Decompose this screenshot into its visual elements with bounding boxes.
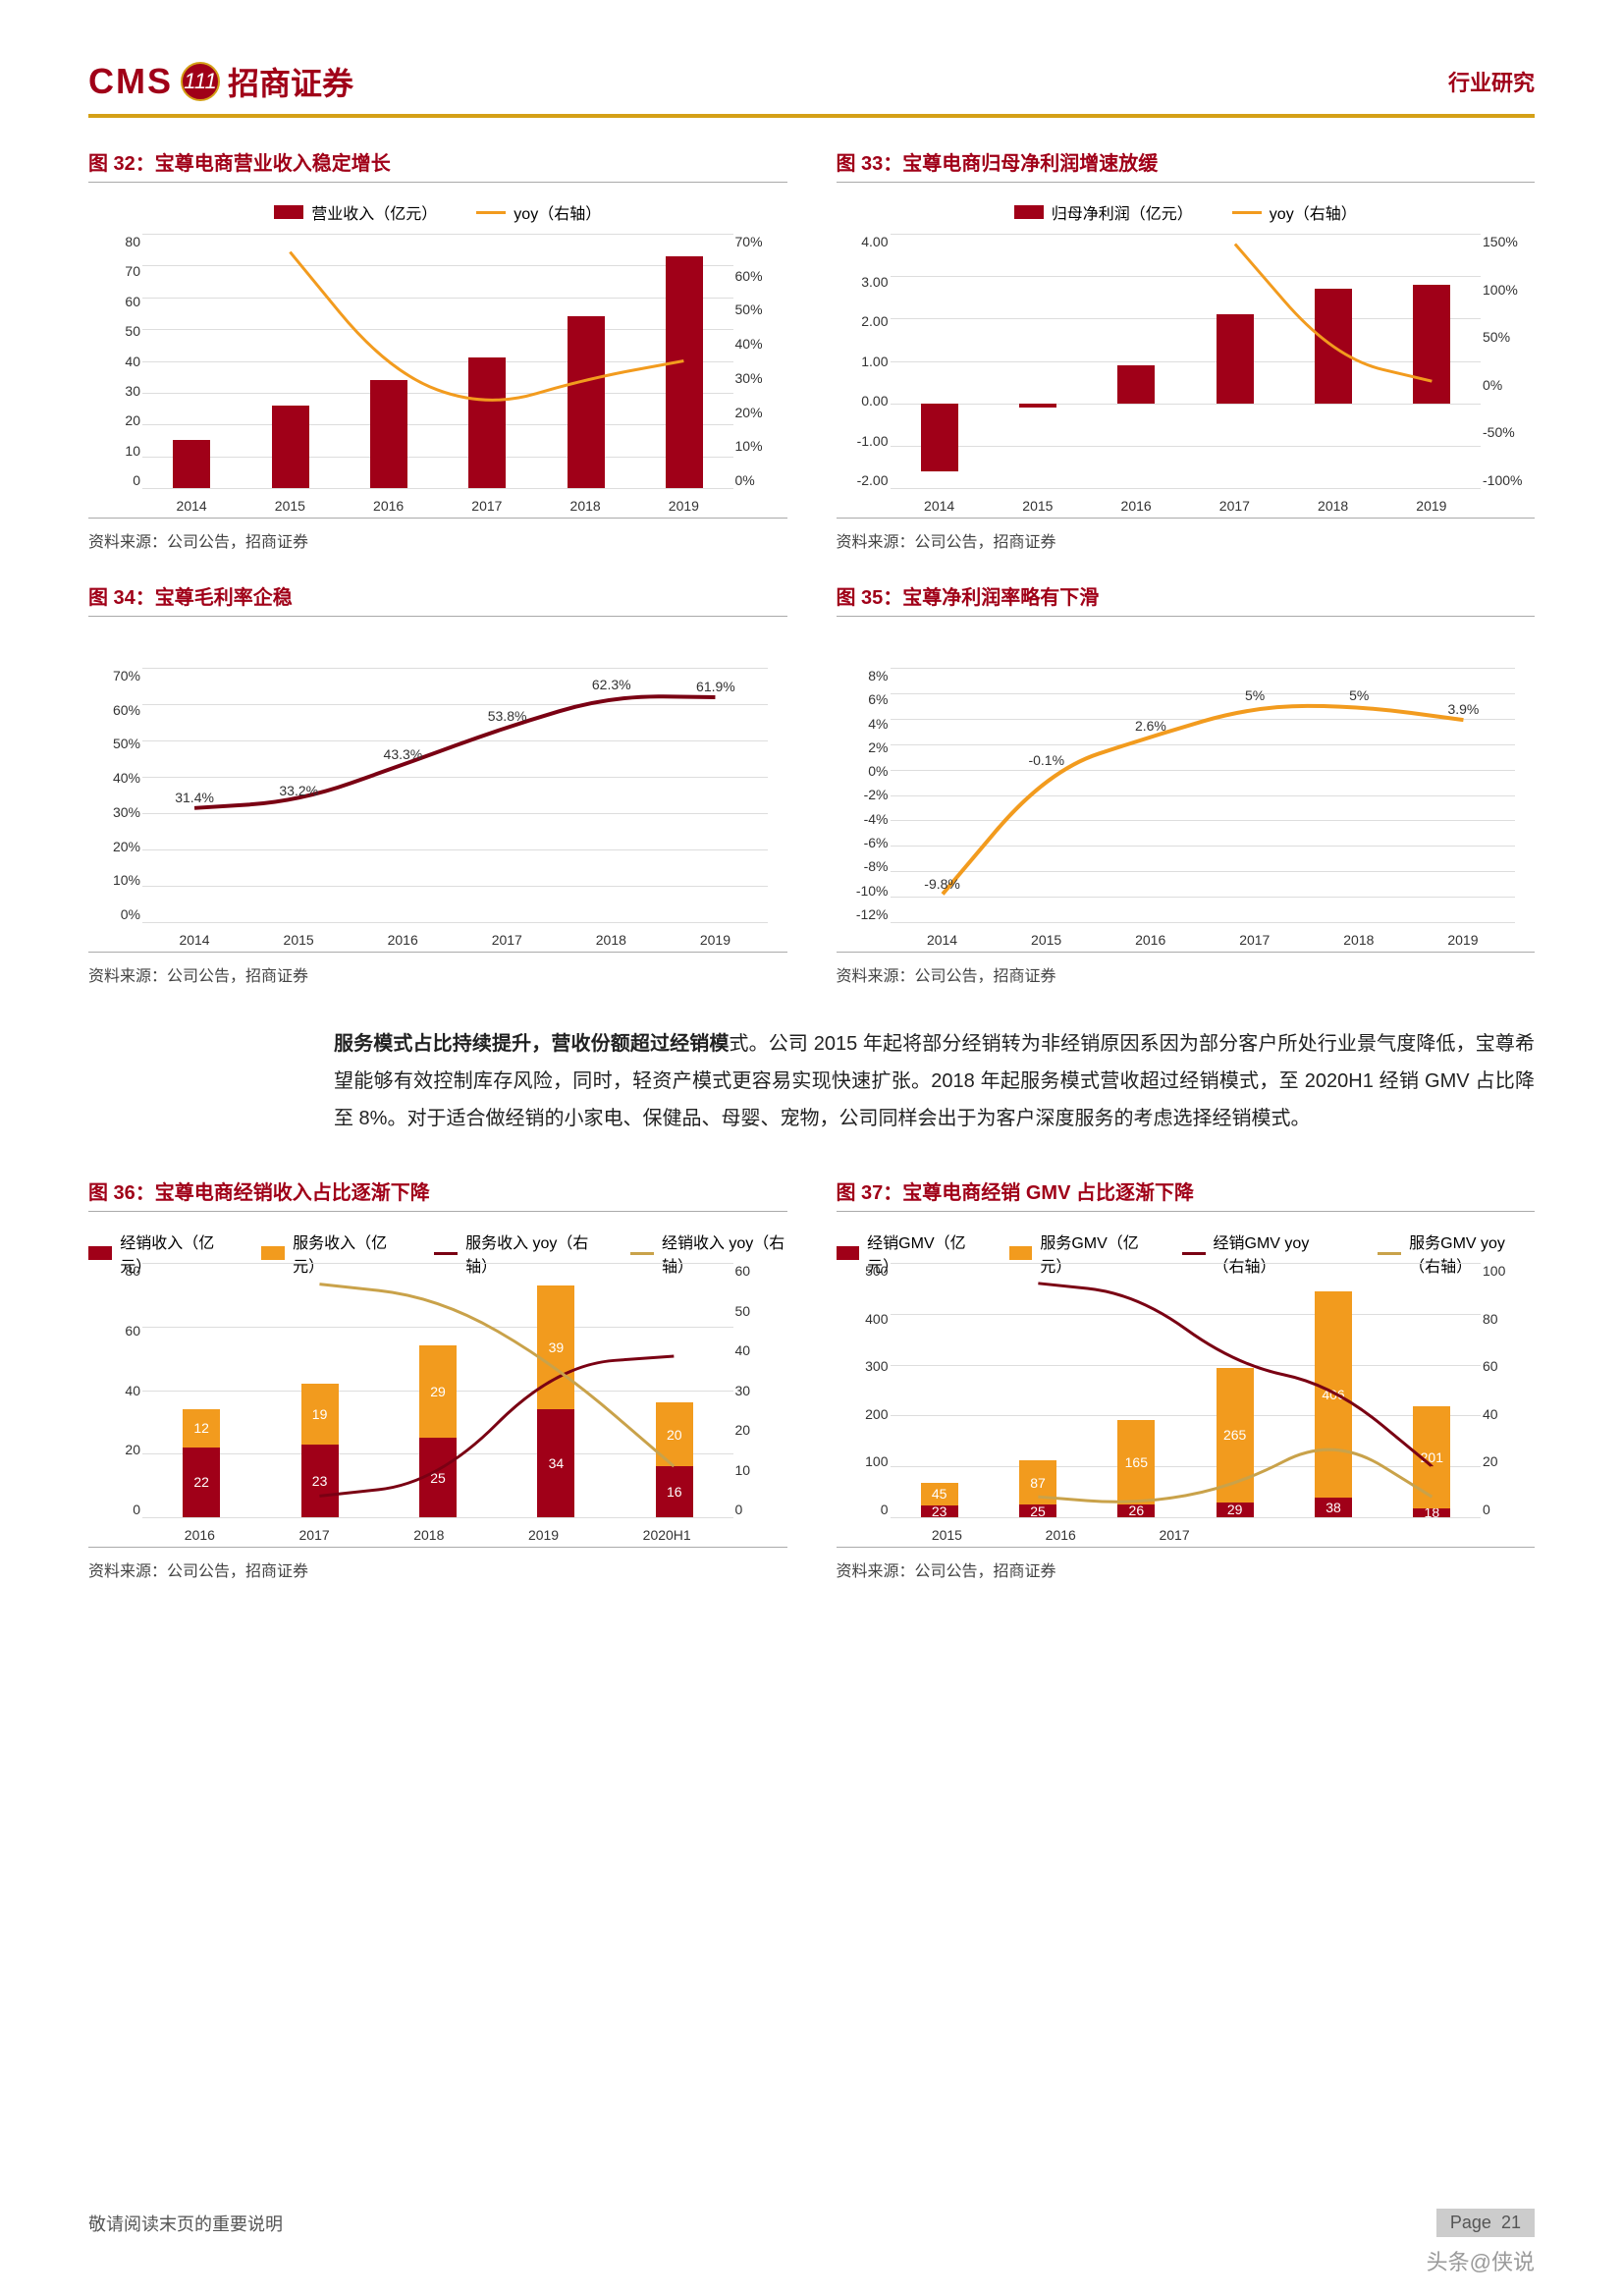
figure-row-2: 图 34：宝尊毛利率企稳 0%10%20%30%40%50%60%70%31.4… bbox=[88, 581, 1535, 986]
page-footer: 敬请阅读末页的重要说明 Page 21 bbox=[0, 2209, 1623, 2237]
logo: CMS 111 招商证券 bbox=[88, 59, 353, 104]
figure-37-chart: 经销GMV（亿元）服务GMV（亿元）经销GMV yoy（右轴）服务GMV yoy… bbox=[837, 1224, 1536, 1548]
legend-item: yoy（右轴） bbox=[476, 200, 601, 224]
data-label: 53.8% bbox=[488, 708, 527, 724]
footer-disclaimer: 敬请阅读末页的重要说明 bbox=[88, 2211, 283, 2236]
line-overlay bbox=[142, 1263, 733, 1517]
chart-body bbox=[891, 234, 1482, 488]
y-axis-right: 0%10%20%30%40%50%60%70% bbox=[735, 234, 783, 488]
y-axis-right: -100%-50%0%50%100%150% bbox=[1483, 234, 1530, 488]
logo-badge-icon: 111 bbox=[181, 62, 220, 101]
figure-35: 图 35：宝尊净利润率略有下滑 -12%-10%-8%-6%-4%-2%0%2%… bbox=[837, 581, 1536, 986]
chart-body: 2345258726165292653840618201 bbox=[891, 1263, 1482, 1517]
chart-body bbox=[142, 234, 733, 488]
line-overlay bbox=[891, 668, 1516, 922]
figure-34-source: 资料来源：公司公告，招商证券 bbox=[88, 962, 787, 986]
data-label: 62.3% bbox=[592, 677, 631, 692]
data-label: -0.1% bbox=[1028, 752, 1064, 768]
y-axis-left: -12%-10%-8%-6%-4%-2%0%2%4%6%8% bbox=[841, 668, 889, 922]
data-label: 3.9% bbox=[1447, 701, 1479, 717]
x-axis: 201420152016201720182019 bbox=[891, 932, 1516, 948]
chart-body: 31.4% 33.2% 43.3% 53.8% 62.3% 61.9% bbox=[142, 668, 768, 922]
figure-35-title: 图 35：宝尊净利润率略有下滑 bbox=[837, 581, 1536, 617]
page-header: CMS 111 招商证券 行业研究 bbox=[88, 59, 1535, 118]
body-paragraph: 服务模式占比持续提升，营收份额超过经销模式。公司 2015 年起将部分经销转为非… bbox=[334, 1025, 1535, 1137]
data-label: 61.9% bbox=[696, 679, 735, 694]
y-axis-left: 020406080 bbox=[93, 1263, 140, 1517]
figure-33-title: 图 33：宝尊电商归母净利润增速放缓 bbox=[837, 147, 1536, 183]
figure-34: 图 34：宝尊毛利率企稳 0%10%20%30%40%50%60%70%31.4… bbox=[88, 581, 787, 986]
chart-body: 22122319252934391620 bbox=[142, 1263, 733, 1517]
figure-37: 图 37：宝尊电商经销 GMV 占比逐渐下降 经销GMV（亿元）服务GMV（亿元… bbox=[837, 1176, 1536, 1581]
figure-33: 图 33：宝尊电商归母净利润增速放缓 归母净利润（亿元） yoy（右轴） -2.00… bbox=[837, 147, 1536, 552]
x-axis: 201420152016201720182019 bbox=[142, 932, 768, 948]
figure-34-title: 图 34：宝尊毛利率企稳 bbox=[88, 581, 787, 617]
section-title: 行业研究 bbox=[1448, 66, 1535, 97]
legend-item: 归母净利润（亿元） bbox=[1014, 200, 1193, 224]
figure-37-title: 图 37：宝尊电商经销 GMV 占比逐渐下降 bbox=[837, 1176, 1536, 1212]
chart-legend: 营业收入（亿元） yoy（右轴） bbox=[88, 194, 787, 230]
data-label: 33.2% bbox=[279, 783, 318, 798]
logo-cms-text: CMS bbox=[88, 61, 173, 102]
line-overlay bbox=[142, 668, 768, 922]
figure-32: 图 32：宝尊电商营业收入稳定增长 营业收入（亿元） yoy（右轴） 0102030… bbox=[88, 147, 787, 552]
line-overlay bbox=[891, 234, 1482, 488]
figure-35-chart: -12%-10%-8%-6%-4%-2%0%2%4%6%8% -9.8% -0.1%… bbox=[837, 629, 1536, 953]
figure-36-chart: 经销收入（亿元）服务收入（亿元）服务收入 yoy（右轴）经销收入 yoy（右轴）… bbox=[88, 1224, 787, 1548]
page-number: Page 21 bbox=[1436, 2209, 1535, 2237]
x-axis: 20162017201820192020H1 bbox=[142, 1527, 733, 1543]
line-overlay bbox=[891, 1263, 1482, 1517]
figure-36-title: 图 36：宝尊电商经销收入占比逐渐下降 bbox=[88, 1176, 787, 1212]
y-axis-right: 020406080100 bbox=[1483, 1263, 1530, 1517]
legend-item: yoy（右轴） bbox=[1232, 200, 1357, 224]
x-axis: 201420152016201720182019 bbox=[891, 498, 1482, 514]
y-axis-right: 0102030405060 bbox=[735, 1263, 783, 1517]
figure-32-source: 资料来源：公司公告，招商证券 bbox=[88, 528, 787, 552]
line-overlay bbox=[142, 234, 733, 488]
figure-37-source: 资料来源：公司公告，招商证券 bbox=[837, 1558, 1536, 1581]
figure-row-1: 图 32：宝尊电商营业收入稳定增长 营业收入（亿元） yoy（右轴） 0102030… bbox=[88, 147, 1535, 552]
x-axis: 201520162017 bbox=[891, 1527, 1482, 1543]
figure-36: 图 36：宝尊电商经销收入占比逐渐下降 经销收入（亿元）服务收入（亿元）服务收入… bbox=[88, 1176, 787, 1581]
data-label: 5% bbox=[1349, 687, 1369, 703]
y-axis-left: 01020304050607080 bbox=[93, 234, 140, 488]
figure-36-source: 资料来源：公司公告，招商证券 bbox=[88, 1558, 787, 1581]
watermark: 头条@侠说 bbox=[1427, 2245, 1535, 2276]
x-axis: 201420152016201720182019 bbox=[142, 498, 733, 514]
data-label: 5% bbox=[1245, 687, 1265, 703]
chart-body: -9.8% -0.1% 2.6% 5% 5% 3.9% bbox=[891, 668, 1516, 922]
figure-32-title: 图 32：宝尊电商营业收入稳定增长 bbox=[88, 147, 787, 183]
legend-item: 营业收入（亿元） bbox=[274, 200, 437, 224]
y-axis-left: 0%10%20%30%40%50%60%70% bbox=[93, 668, 140, 922]
y-axis-left: -2.00-1.000.001.002.003.004.00 bbox=[841, 234, 889, 488]
data-label: 31.4% bbox=[175, 790, 214, 805]
figure-33-source: 资料来源：公司公告，招商证券 bbox=[837, 528, 1536, 552]
page: CMS 111 招商证券 行业研究 图 32：宝尊电商营业收入稳定增长 营业收入… bbox=[0, 0, 1623, 2296]
figure-32-chart: 营业收入（亿元） yoy（右轴） 01020304050607080 0%10%20%… bbox=[88, 194, 787, 519]
data-label: 43.3% bbox=[384, 746, 423, 762]
y-axis-left: 0100200300400500 bbox=[841, 1263, 889, 1517]
chart-legend: 归母净利润（亿元） yoy（右轴） bbox=[837, 194, 1536, 230]
figure-row-3: 图 36：宝尊电商经销收入占比逐渐下降 经销收入（亿元）服务收入（亿元）服务收入… bbox=[88, 1176, 1535, 1581]
logo-cn-text: 招商证券 bbox=[228, 59, 353, 104]
figure-35-source: 资料来源：公司公告，招商证券 bbox=[837, 962, 1536, 986]
figure-34-chart: 0%10%20%30%40%50%60%70% 31.4% 33.2% 43.3% 53… bbox=[88, 629, 787, 953]
data-label: -9.8% bbox=[924, 875, 960, 891]
data-label: 2.6% bbox=[1135, 718, 1166, 734]
figure-33-chart: 归母净利润（亿元） yoy（右轴） -2.00-1.000.001.002.003.… bbox=[837, 194, 1536, 519]
